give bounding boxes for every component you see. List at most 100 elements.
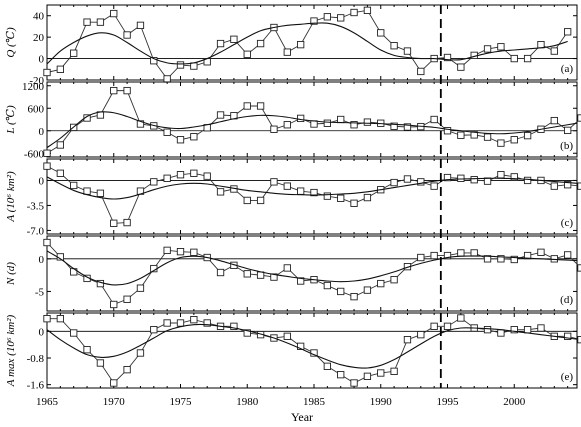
data-point	[483, 45, 492, 53]
y-tick-label: -3.5	[27, 200, 45, 212]
data-point	[457, 314, 465, 322]
data-point	[256, 102, 265, 110]
data-point	[43, 149, 51, 157]
data-point	[363, 286, 372, 294]
y-tick-label: -5	[35, 286, 45, 298]
observed-line	[47, 242, 577, 306]
data-point	[110, 86, 118, 95]
fitted-curve	[47, 323, 577, 369]
data-point	[363, 6, 372, 15]
data-point	[283, 48, 291, 56]
panel-b: 1200 600 0 -600 L (℃) (b)	[5, 81, 581, 160]
y-tick-label: 0	[39, 126, 45, 138]
fitted-curve	[47, 176, 577, 200]
data-point	[457, 63, 465, 71]
data-point	[577, 114, 581, 122]
panel-d: 0 -5 N (d) (d)	[5, 235, 581, 312]
data-point	[297, 342, 305, 350]
data-point	[443, 251, 452, 260]
y-axis-label: L (℃)	[5, 105, 17, 135]
panel-a: 40 20 0 -20 Q (℃) (a)	[5, 4, 578, 87]
data-point	[270, 178, 278, 186]
data-point	[230, 322, 238, 330]
data-point	[417, 67, 425, 76]
data-point	[216, 268, 225, 277]
data-point	[550, 182, 558, 190]
data-point	[443, 127, 452, 135]
data-point	[350, 8, 358, 17]
data-point	[564, 28, 572, 36]
data-point	[110, 379, 118, 387]
x-tick-label: 1965	[36, 396, 59, 408]
data-point	[403, 123, 412, 131]
data-point	[323, 13, 332, 21]
data-point	[483, 177, 492, 185]
fitted-curve	[47, 111, 577, 149]
y-tick-label: -20	[29, 75, 44, 87]
x-tick-label: 2000	[503, 396, 526, 408]
data-point	[363, 193, 372, 202]
data-point	[403, 336, 412, 344]
x-tick-label: 1970	[103, 396, 126, 408]
data-point	[70, 181, 78, 190]
data-point	[457, 131, 465, 139]
data-point	[163, 75, 171, 83]
y-tick-label: 600	[28, 103, 45, 115]
data-point	[43, 162, 51, 170]
panel-frame	[46, 4, 578, 81]
data-point	[523, 131, 532, 140]
panel-c: 0 -3.5 -7.0 A (10⁶ km²) (c)	[5, 158, 581, 237]
x-axis-label: Year	[291, 410, 313, 424]
data-point	[390, 276, 398, 284]
data-point	[457, 249, 465, 257]
x-tick-label: 1990	[370, 396, 393, 408]
panel-label: (e)	[561, 371, 574, 383]
data-point	[216, 111, 225, 119]
data-point	[337, 371, 345, 379]
data-point	[470, 249, 478, 257]
data-point	[564, 126, 572, 135]
data-point	[537, 40, 545, 49]
data-point	[310, 17, 318, 25]
data-point	[243, 196, 251, 205]
data-point	[470, 131, 478, 139]
y-tick-label: -7.0	[27, 225, 45, 237]
data-point	[123, 218, 131, 227]
data-point	[83, 18, 91, 26]
data-point	[350, 121, 358, 129]
data-point	[216, 188, 225, 196]
data-point	[297, 40, 305, 49]
data-point	[577, 336, 581, 344]
data-point	[377, 369, 385, 377]
data-point	[56, 65, 65, 73]
data-point	[523, 176, 532, 185]
data-point	[70, 329, 78, 337]
data-point	[390, 178, 398, 187]
data-point	[256, 196, 265, 205]
panel-label: (c)	[561, 217, 574, 229]
data-point	[176, 319, 185, 327]
data-point	[243, 102, 251, 110]
data-point	[417, 253, 425, 262]
data-point	[363, 118, 372, 126]
data-point	[537, 324, 545, 332]
data-point	[123, 86, 131, 95]
data-point	[283, 264, 291, 272]
y-tick-label: -600	[24, 148, 45, 160]
data-point	[203, 172, 211, 180]
data-point	[110, 300, 118, 309]
data-point	[96, 359, 105, 367]
data-point	[310, 188, 318, 197]
data-point	[297, 114, 305, 123]
y-tick-label: 40	[33, 11, 45, 23]
data-point	[337, 287, 345, 296]
data-point	[430, 251, 438, 260]
data-point	[243, 50, 251, 58]
data-point	[96, 18, 105, 26]
data-point	[390, 42, 398, 50]
y-axis-label: A (10⁶ km²)	[5, 171, 17, 223]
y-axis-label: N (d)	[5, 262, 17, 286]
data-point	[510, 54, 518, 63]
fitted-curve	[47, 250, 577, 286]
data-point	[283, 332, 291, 340]
